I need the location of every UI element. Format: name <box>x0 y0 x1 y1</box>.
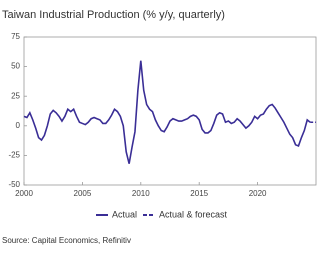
y-tick-label: -25 <box>8 151 20 160</box>
legend-label: Actual & forecast <box>159 209 228 219</box>
x-tick-label: 2020 <box>249 189 267 198</box>
x-tick-label: 2015 <box>190 189 208 198</box>
series-line <box>23 60 311 164</box>
plot-frame <box>23 36 317 186</box>
chart-title: Taiwan Industrial Production (% y/y, qua… <box>2 9 225 21</box>
y-tick-label: 25 <box>11 91 20 100</box>
x-tick-label: 2010 <box>132 189 150 198</box>
x-tick-label: 2000 <box>15 189 33 198</box>
x-tick-label: 2005 <box>74 189 92 198</box>
legend-label: Actual <box>112 209 137 219</box>
source-note: Source: Capital Economics, Refinitiv <box>2 236 131 245</box>
y-tick-label: -50 <box>8 180 20 189</box>
y-tick-label: 0 <box>16 121 21 130</box>
y-tick-label: 50 <box>11 62 20 71</box>
y-tick-label: 75 <box>11 32 20 41</box>
